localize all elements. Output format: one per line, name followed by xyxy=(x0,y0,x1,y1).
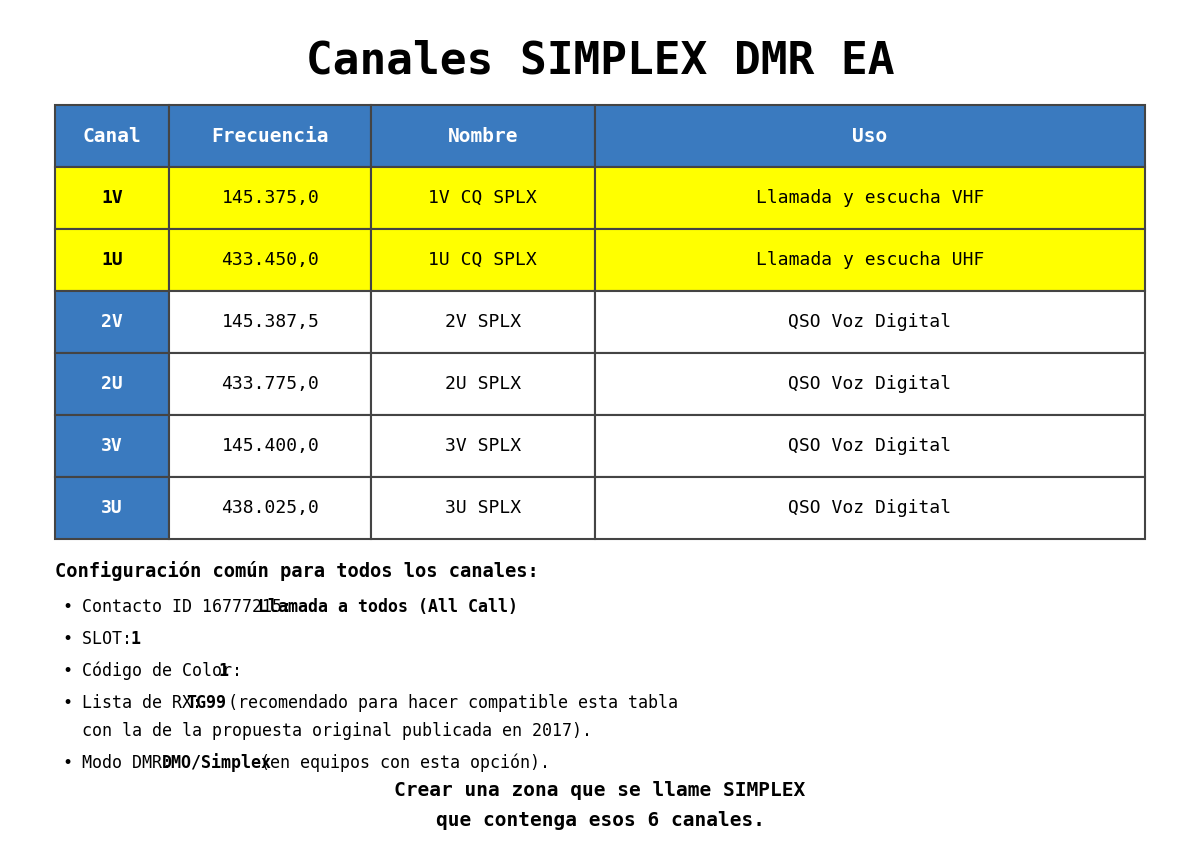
Bar xyxy=(594,105,1145,167)
Bar xyxy=(371,477,594,539)
Bar xyxy=(594,415,1145,477)
Text: Canal: Canal xyxy=(83,127,142,145)
Bar xyxy=(371,291,594,353)
Bar xyxy=(55,105,169,167)
Text: 1: 1 xyxy=(218,662,228,680)
Text: Configuración común para todos los canales:: Configuración común para todos los canal… xyxy=(55,561,539,581)
Text: con la de la propuesta original publicada en 2017).: con la de la propuesta original publicad… xyxy=(82,722,592,740)
Text: Lista de RX:: Lista de RX: xyxy=(82,694,212,712)
Bar xyxy=(169,291,371,353)
Text: QSO Voz Digital: QSO Voz Digital xyxy=(788,313,952,331)
Text: 3U: 3U xyxy=(101,499,124,517)
Text: •: • xyxy=(62,754,72,772)
Text: (en equipos con esta opción).: (en equipos con esta opción). xyxy=(250,754,550,772)
Bar xyxy=(169,353,371,415)
Text: Canales SIMPLEX DMR EA: Canales SIMPLEX DMR EA xyxy=(306,40,894,83)
Text: 433.775,0: 433.775,0 xyxy=(221,375,319,393)
Text: QSO Voz Digital: QSO Voz Digital xyxy=(788,499,952,517)
Text: 3V SPLX: 3V SPLX xyxy=(445,437,521,455)
Bar xyxy=(594,477,1145,539)
Text: •: • xyxy=(62,694,72,712)
Text: TG99: TG99 xyxy=(186,694,226,712)
Text: Modo DMR:: Modo DMR: xyxy=(82,754,182,772)
Bar xyxy=(169,167,371,229)
Text: •: • xyxy=(62,598,72,616)
Bar xyxy=(371,229,594,291)
Text: 145.400,0: 145.400,0 xyxy=(221,437,319,455)
Text: 438.025,0: 438.025,0 xyxy=(221,499,319,517)
Bar xyxy=(169,105,371,167)
Text: 3V: 3V xyxy=(101,437,124,455)
Bar xyxy=(55,229,169,291)
Text: 1: 1 xyxy=(130,630,140,648)
Bar xyxy=(371,105,594,167)
Text: 1V CQ SPLX: 1V CQ SPLX xyxy=(428,189,538,207)
Text: QSO Voz Digital: QSO Voz Digital xyxy=(788,375,952,393)
Text: 2U: 2U xyxy=(101,375,124,393)
Text: DMO/Simplex: DMO/Simplex xyxy=(162,754,272,772)
Text: 2V: 2V xyxy=(101,313,124,331)
Bar xyxy=(594,291,1145,353)
Bar xyxy=(55,353,169,415)
Text: Frecuencia: Frecuencia xyxy=(211,127,329,145)
Text: 3U SPLX: 3U SPLX xyxy=(445,499,521,517)
Bar xyxy=(371,167,594,229)
Bar xyxy=(371,353,594,415)
Bar xyxy=(55,167,169,229)
Bar xyxy=(55,291,169,353)
Text: Contacto ID 16777215:: Contacto ID 16777215: xyxy=(82,598,302,616)
Text: 145.375,0: 145.375,0 xyxy=(221,189,319,207)
Text: Llamada y escucha UHF: Llamada y escucha UHF xyxy=(756,251,984,269)
Text: Nombre: Nombre xyxy=(448,127,518,145)
Text: 145.387,5: 145.387,5 xyxy=(221,313,319,331)
Text: Código de Color:: Código de Color: xyxy=(82,662,252,680)
Text: Llamada a todos (All Call): Llamada a todos (All Call) xyxy=(258,598,518,616)
Bar xyxy=(55,477,169,539)
Text: Crear una zona que se llame SIMPLEX: Crear una zona que se llame SIMPLEX xyxy=(395,781,805,799)
Text: SLOT:: SLOT: xyxy=(82,630,142,648)
Text: que contenga esos 6 canales.: que contenga esos 6 canales. xyxy=(436,810,764,830)
Bar xyxy=(169,415,371,477)
Text: 433.450,0: 433.450,0 xyxy=(221,251,319,269)
Bar xyxy=(55,415,169,477)
Bar xyxy=(169,477,371,539)
Text: Uso: Uso xyxy=(852,127,888,145)
Text: QSO Voz Digital: QSO Voz Digital xyxy=(788,437,952,455)
Bar xyxy=(371,415,594,477)
Text: 1V: 1V xyxy=(101,189,124,207)
Text: 1U: 1U xyxy=(101,251,124,269)
Text: •: • xyxy=(62,630,72,648)
Bar xyxy=(594,353,1145,415)
Text: 2U SPLX: 2U SPLX xyxy=(445,375,521,393)
Bar xyxy=(169,229,371,291)
Bar xyxy=(594,167,1145,229)
Text: •: • xyxy=(62,662,72,680)
Text: (recomendado para hacer compatible esta tabla: (recomendado para hacer compatible esta … xyxy=(218,694,678,712)
Bar xyxy=(594,229,1145,291)
Text: 2V SPLX: 2V SPLX xyxy=(445,313,521,331)
Text: Llamada y escucha VHF: Llamada y escucha VHF xyxy=(756,189,984,207)
Text: 1U CQ SPLX: 1U CQ SPLX xyxy=(428,251,538,269)
